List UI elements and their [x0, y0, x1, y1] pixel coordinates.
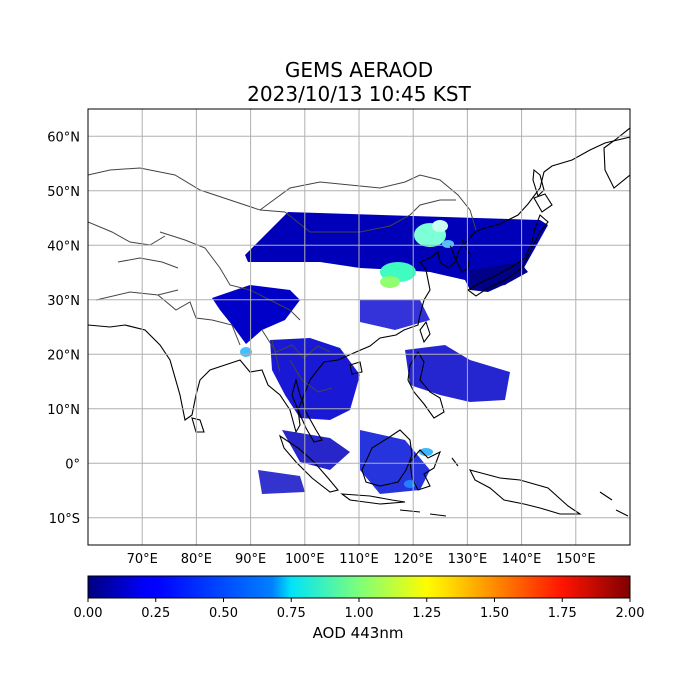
border-mongolia	[259, 199, 456, 233]
aod-swath-korea-japan	[470, 262, 528, 292]
longitude-labels: 70°E 80°E 90°E 100°E 110°E 120°E 130°E 140°E 150…	[127, 552, 596, 567]
colorbar-tick-label: 0.25	[141, 606, 170, 621]
lat-tick-label: 0°	[65, 457, 80, 472]
lon-tick-label: 120°E	[393, 552, 433, 567]
colorbar-tick-label: 1.00	[345, 606, 374, 621]
lon-tick-label: 110°E	[339, 552, 379, 567]
lat-tick-label: 60°N	[47, 130, 80, 145]
aod-swath-himalaya	[212, 285, 300, 344]
lat-tick-label: 50°N	[47, 185, 80, 200]
lon-tick-label: 130°E	[448, 552, 488, 567]
coast-sri-lanka	[191, 417, 205, 433]
coast-java	[340, 493, 406, 505]
colorbar-label: AOD 443nm	[312, 624, 404, 642]
lon-tick-label: 70°E	[127, 552, 158, 567]
aod-plume-inner	[380, 276, 400, 288]
coast-japan	[467, 214, 549, 297]
colorbar-tick-label: 0.00	[74, 606, 103, 621]
coast-borneo	[361, 429, 413, 487]
coast-new-guinea	[468, 469, 582, 515]
colorbar-ticks: 0.00 0.25 0.50 0.75 1.00 1.25 1.50 1.75 2.00	[74, 598, 645, 621]
coast-kamchatka	[603, 127, 630, 189]
country-borders	[88, 167, 477, 393]
colorbar-tick-label: 0.75	[277, 606, 306, 621]
latitude-labels: 60°N 50°N 40°N 30°N 20°N 10°N 0° 10°S	[47, 130, 80, 527]
lat-tick-label: 40°N	[47, 239, 80, 254]
colorbar-tick-label: 2.00	[616, 606, 645, 621]
aod-plume-korea	[442, 240, 454, 248]
aod-scatter-central	[360, 300, 430, 330]
coast-misc-islands	[399, 457, 629, 517]
lat-tick-label: 10°S	[49, 512, 80, 527]
coast-sumatra	[278, 434, 339, 493]
aod-plume-northeast	[432, 220, 448, 232]
coast-asia-mainland	[88, 136, 630, 434]
aod-scatter-borneo	[360, 430, 430, 494]
coast-taiwan	[419, 320, 431, 344]
aod-scatter-philippines	[405, 345, 510, 402]
coastlines	[88, 127, 630, 517]
aod-scatter-mainland-se-asia	[270, 338, 360, 420]
map-frame	[87, 108, 631, 546]
coast-sakhalin	[532, 168, 545, 198]
colorbar-tick-label: 0.50	[209, 606, 238, 621]
lon-tick-label: 140°E	[502, 552, 542, 567]
lon-tick-label: 100°E	[285, 552, 325, 567]
aod-scatter-sumatra-south	[258, 470, 305, 494]
coast-sulawesi	[409, 449, 442, 491]
aod-plume-borneo-east	[419, 448, 433, 456]
lon-tick-label: 80°E	[181, 552, 212, 567]
colorbar	[87, 575, 631, 599]
lat-tick-label: 30°N	[47, 294, 80, 309]
map-axes[interactable]	[88, 109, 630, 545]
coast-hokkaido	[533, 193, 553, 213]
border-russia-south	[88, 167, 477, 231]
border-central-asia	[88, 221, 179, 301]
coast-hainan	[349, 361, 363, 375]
lon-tick-label: 90°E	[235, 552, 266, 567]
lon-tick-label: 150°E	[556, 552, 596, 567]
coast-malay-peninsula	[291, 377, 323, 443]
lat-tick-label: 20°N	[47, 348, 80, 363]
colorbar-tick-label: 1.75	[548, 606, 577, 621]
map-subtitle-datetime: 2023/10/13 10:45 KST	[247, 82, 471, 106]
gridlines	[88, 109, 630, 545]
border-china-west	[159, 231, 301, 321]
map-title: GEMS AERAOD	[284, 58, 434, 82]
coast-korea	[449, 239, 471, 273]
aod-swath-layer	[212, 212, 548, 494]
colorbar-tick-label: 1.50	[480, 606, 509, 621]
border-se-asia	[261, 329, 333, 393]
lat-tick-label: 10°N	[47, 403, 80, 418]
colorbar-tick-label: 1.25	[412, 606, 441, 621]
aod-scatter-maritime	[282, 430, 350, 470]
